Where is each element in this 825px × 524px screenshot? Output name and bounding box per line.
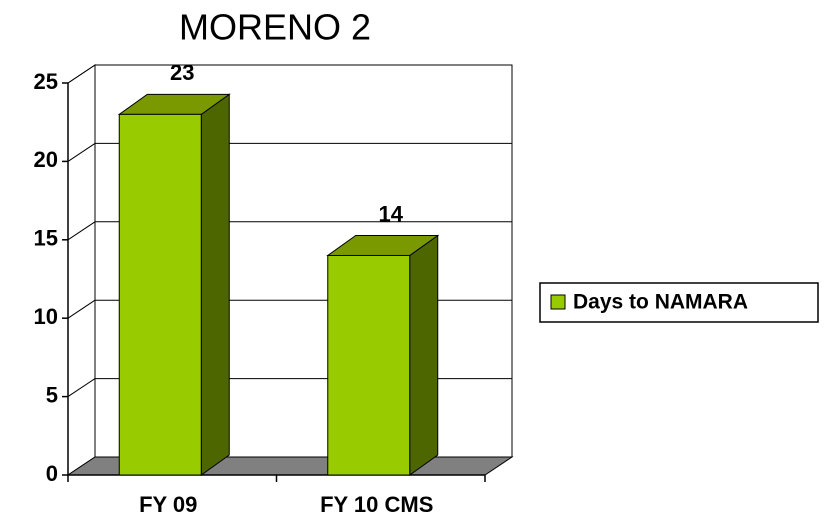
value-label: 23	[170, 60, 194, 85]
y-tick-label: 15	[34, 226, 58, 251]
y-tick-label: 20	[34, 147, 58, 172]
bar	[327, 254, 411, 476]
chart-title: MORENO 2	[179, 7, 371, 48]
bar-side	[409, 234, 439, 476]
value-label: 14	[379, 201, 404, 226]
y-tick-label: 25	[34, 69, 58, 94]
grid-line-side	[67, 299, 96, 319]
y-tick-label: 5	[46, 382, 58, 407]
legend	[539, 282, 819, 323]
bar-side	[200, 93, 230, 476]
legend-label: Days to NAMARA	[573, 291, 748, 314]
x-tick-label: FY 10 CMS	[320, 492, 433, 517]
grid-line-side	[67, 64, 96, 84]
bar	[118, 113, 202, 476]
grid-line-side	[67, 378, 96, 398]
side-wall	[67, 64, 96, 476]
y-tick-label: 10	[34, 304, 58, 329]
y-tick-label: 0	[46, 461, 58, 486]
legend-swatch	[550, 294, 566, 310]
x-tick-label: FY 09	[139, 492, 197, 517]
legend-box	[539, 282, 819, 323]
grid-line-side	[67, 142, 96, 162]
grid-line-side	[67, 221, 96, 241]
